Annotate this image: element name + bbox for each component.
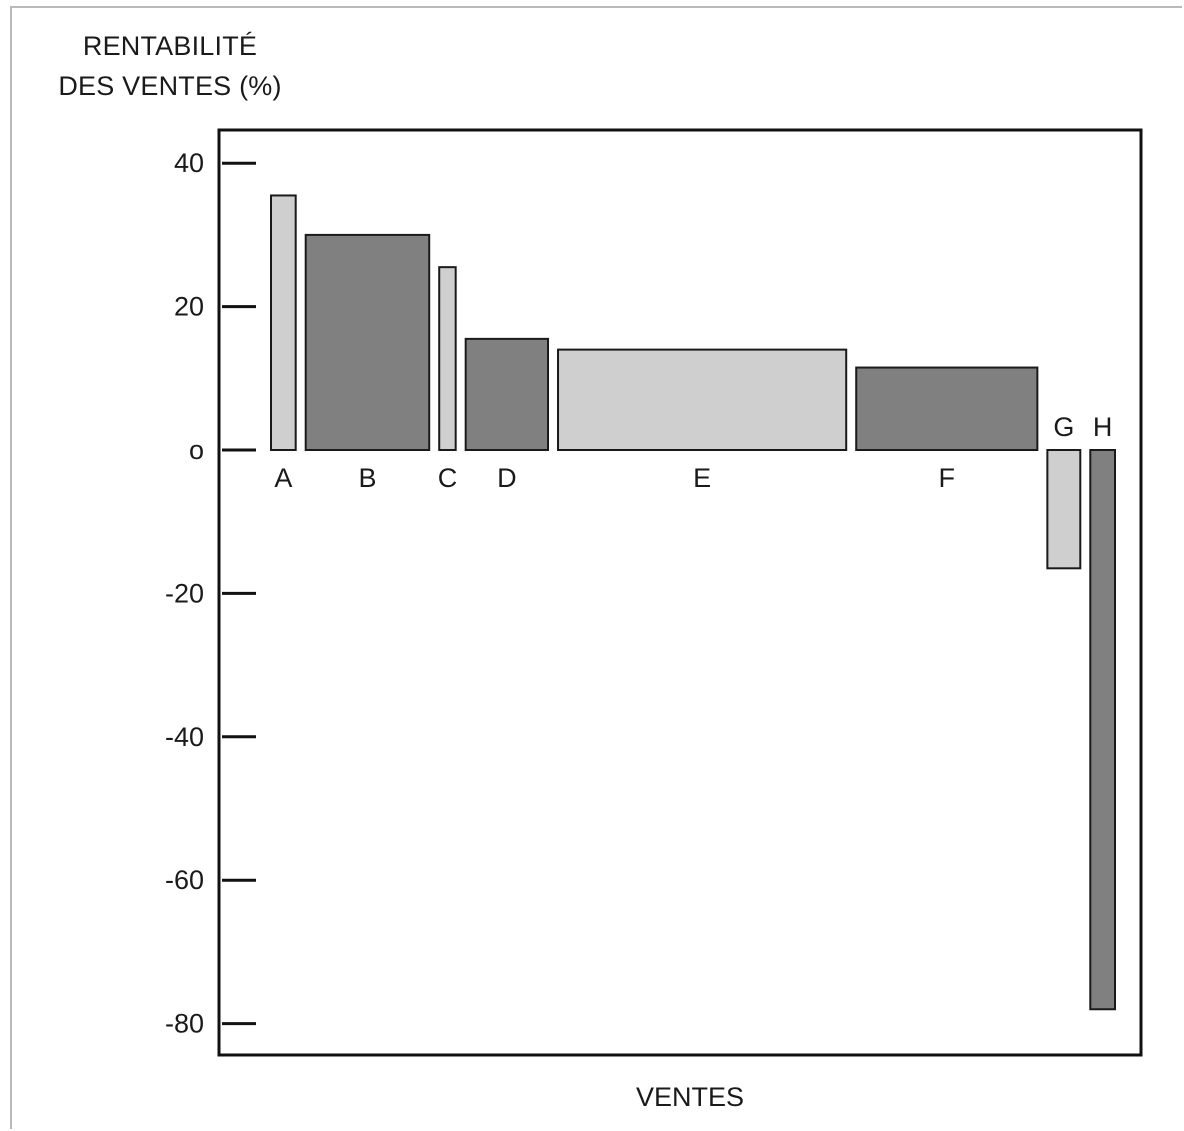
y-tick-label: -80 xyxy=(165,1009,204,1039)
y-axis-title: RENTABILITÉ DES VENTES (%) xyxy=(40,26,300,106)
y-tick-label: -40 xyxy=(165,722,204,752)
bar-b xyxy=(304,233,431,451)
bar-g xyxy=(1046,449,1082,570)
category-label-c: C xyxy=(438,463,458,493)
image-frame xyxy=(10,6,1182,1129)
category-label-e: E xyxy=(693,463,711,493)
bar-a xyxy=(270,194,297,451)
y-tick-label: -60 xyxy=(165,865,204,895)
bars xyxy=(270,194,1116,1011)
bar-d xyxy=(464,337,550,451)
category-label-f: F xyxy=(939,463,956,493)
bar-c xyxy=(438,266,457,452)
category-label-d: D xyxy=(497,463,517,493)
bar-e xyxy=(557,348,848,451)
y-tick-label: -20 xyxy=(165,578,204,608)
y-axis-title-line-1: RENTABILITÉ xyxy=(82,31,258,61)
y-axis-title-line-2: DES VENTES (%) xyxy=(58,71,282,101)
y-tick-label: o xyxy=(189,435,204,465)
bar-h xyxy=(1089,449,1116,1011)
category-label-b: B xyxy=(358,463,376,493)
category-label-h: H xyxy=(1093,412,1113,442)
category-labels: A B C D E F G H xyxy=(274,412,1112,493)
plot-area-border xyxy=(217,128,1143,1057)
y-axis: 40 20 o -20 -40 -60 -80 xyxy=(165,148,256,1039)
bar-f xyxy=(855,366,1039,452)
y-tick-label: 20 xyxy=(174,292,204,322)
y-tick-label: 40 xyxy=(174,148,204,178)
x-axis-title: VENTES xyxy=(635,1082,745,1112)
category-label-g: G xyxy=(1053,412,1074,442)
category-label-a: A xyxy=(274,463,292,493)
